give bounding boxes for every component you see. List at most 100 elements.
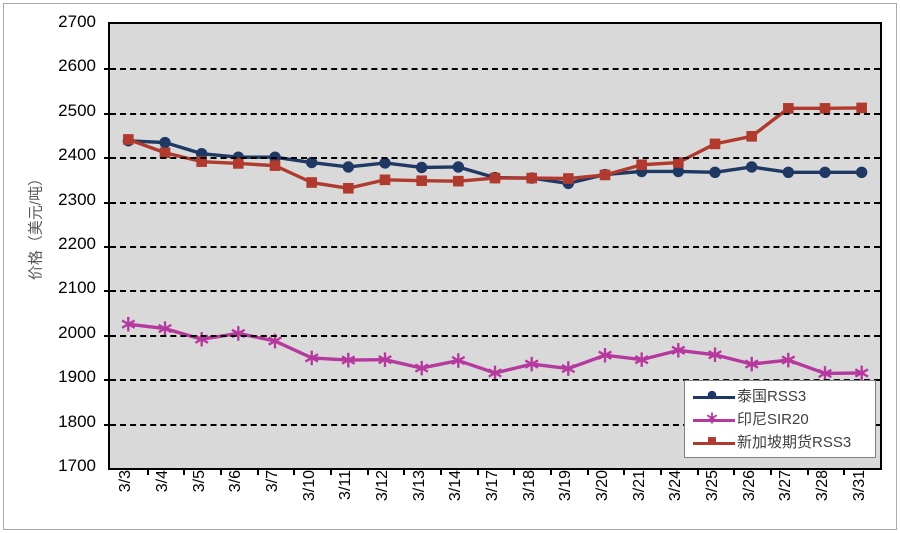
data-point-marker [709, 166, 721, 178]
data-point-marker [343, 182, 354, 194]
x-axis-tickmark [220, 468, 222, 475]
x-axis-tickmark [843, 468, 846, 475]
y-axis-tickmark [104, 201, 110, 204]
x-axis-tick-label: 3/6 [227, 470, 245, 493]
x-axis-tick-label: 3/24 [667, 470, 685, 502]
legend-marker-icon [708, 436, 716, 445]
data-point-marker [855, 166, 868, 178]
legend-label: 印尼SIR20 [737, 411, 809, 428]
data-point-marker [159, 147, 171, 159]
x-axis-tickmark [293, 468, 296, 475]
gridline [110, 290, 880, 293]
data-point-marker [488, 365, 502, 381]
data-point-marker [634, 352, 649, 367]
data-point-marker [304, 350, 319, 366]
x-axis-tickmark [366, 468, 369, 475]
series-square [123, 102, 867, 194]
data-point-marker [671, 343, 686, 358]
data-point-marker [782, 166, 795, 178]
y-axis-tickmark [104, 334, 110, 337]
data-point-marker [414, 360, 429, 376]
y-axis-tick-label: 2100 [58, 278, 96, 298]
data-point-marker [599, 169, 611, 181]
data-point-marker [196, 156, 207, 167]
data-point-marker [268, 333, 282, 349]
data-point-marker [341, 352, 356, 368]
x-axis-tickmark [146, 468, 149, 475]
y-axis-tick-labels: 2700 2600 2500 2400 2300 2200 2100 2000 1900 1800… [0, 0, 104, 533]
data-point-marker [451, 353, 466, 368]
gridline [110, 68, 880, 71]
legend-marker-icon [706, 412, 718, 423]
y-axis-tickmark [104, 290, 110, 293]
data-point-marker [233, 158, 244, 169]
y-axis-tickmark [104, 423, 110, 426]
legend-swatch-circle-icon [691, 388, 737, 406]
y-axis-tickmark [104, 246, 110, 248]
x-axis-tick-label: 3/7 [264, 470, 281, 493]
x-axis-tickmark [586, 468, 589, 475]
gridline [110, 334, 880, 337]
data-point-marker [709, 138, 721, 150]
x-axis-tickmark [403, 468, 406, 475]
legend-label: 新加坡期货RSS3 [737, 434, 852, 451]
data-point-marker [379, 157, 391, 169]
x-axis-tick-label: 3/21 [630, 470, 648, 502]
legend-label: 泰国RSS3 [737, 388, 807, 405]
data-point-marker [379, 174, 391, 186]
data-point-marker [306, 177, 317, 188]
data-point-marker [159, 136, 171, 149]
x-axis-tick-label: 3/10 [300, 470, 318, 502]
x-axis-tickmark [183, 468, 186, 475]
data-point-marker [121, 316, 136, 332]
x-axis-tickmark [696, 468, 699, 475]
data-point-marker [526, 172, 537, 184]
x-axis-tick-label: 3/26 [740, 470, 758, 502]
plot-area [104, 22, 882, 475]
gridline [110, 246, 880, 248]
y-axis-tick-label: 2200 [58, 234, 96, 253]
y-axis-tick-label: 2700 [58, 12, 96, 31]
x-axis-tickmark [440, 468, 442, 475]
data-point-marker [563, 173, 574, 184]
data-point-marker [158, 321, 172, 336]
x-axis-tick-label: 3/20 [594, 470, 611, 502]
x-axis-tickmark [476, 468, 479, 475]
y-axis-tick-label: 1800 [58, 411, 96, 431]
data-point-marker [378, 352, 392, 367]
data-point-marker [452, 161, 465, 173]
gridline [110, 379, 880, 382]
legend-item[interactable]: 泰国RSS3 [691, 385, 869, 408]
x-axis-tick-label: 3/3 [117, 470, 135, 493]
x-axis-tickmark [660, 468, 662, 475]
x-axis-tickmark [733, 468, 736, 475]
x-axis-tick-label: 3/14 [447, 470, 465, 502]
x-axis-tick-label: 3/13 [410, 470, 428, 502]
x-axis-tick-label: 3/27 [777, 470, 795, 502]
data-point-marker [781, 352, 796, 368]
data-point-marker [524, 356, 539, 372]
y-axis-tick-label: 1700 [58, 456, 96, 475]
data-point-marker [415, 161, 428, 174]
x-axis-tickmark [550, 468, 552, 475]
legend-marker-icon [707, 390, 717, 399]
x-axis-tickmark [330, 468, 332, 475]
gridline [110, 423, 880, 426]
y-axis-tick-label: 2600 [58, 56, 96, 76]
x-axis-tickmark [623, 468, 626, 475]
x-axis-tickmark [513, 468, 516, 475]
legend-item[interactable]: 新加坡期货RSS3 [691, 431, 869, 454]
series-layer [121, 102, 869, 381]
gridline [110, 157, 880, 160]
data-point-marker [745, 161, 758, 173]
y-axis-tickmark [104, 379, 110, 382]
series-star [121, 316, 869, 381]
y-axis-tick-label: 2400 [58, 145, 96, 165]
x-axis-tick-label: 3/17 [484, 470, 501, 502]
data-point-marker [856, 102, 867, 114]
chart-legend: 泰国RSS3 印尼SIR20 新加坡期货RSS3 [684, 380, 876, 458]
x-axis-tick-label: 3/31 [850, 470, 868, 502]
legend-item[interactable]: 印尼SIR20 [691, 408, 869, 431]
data-point-marker [818, 366, 832, 381]
